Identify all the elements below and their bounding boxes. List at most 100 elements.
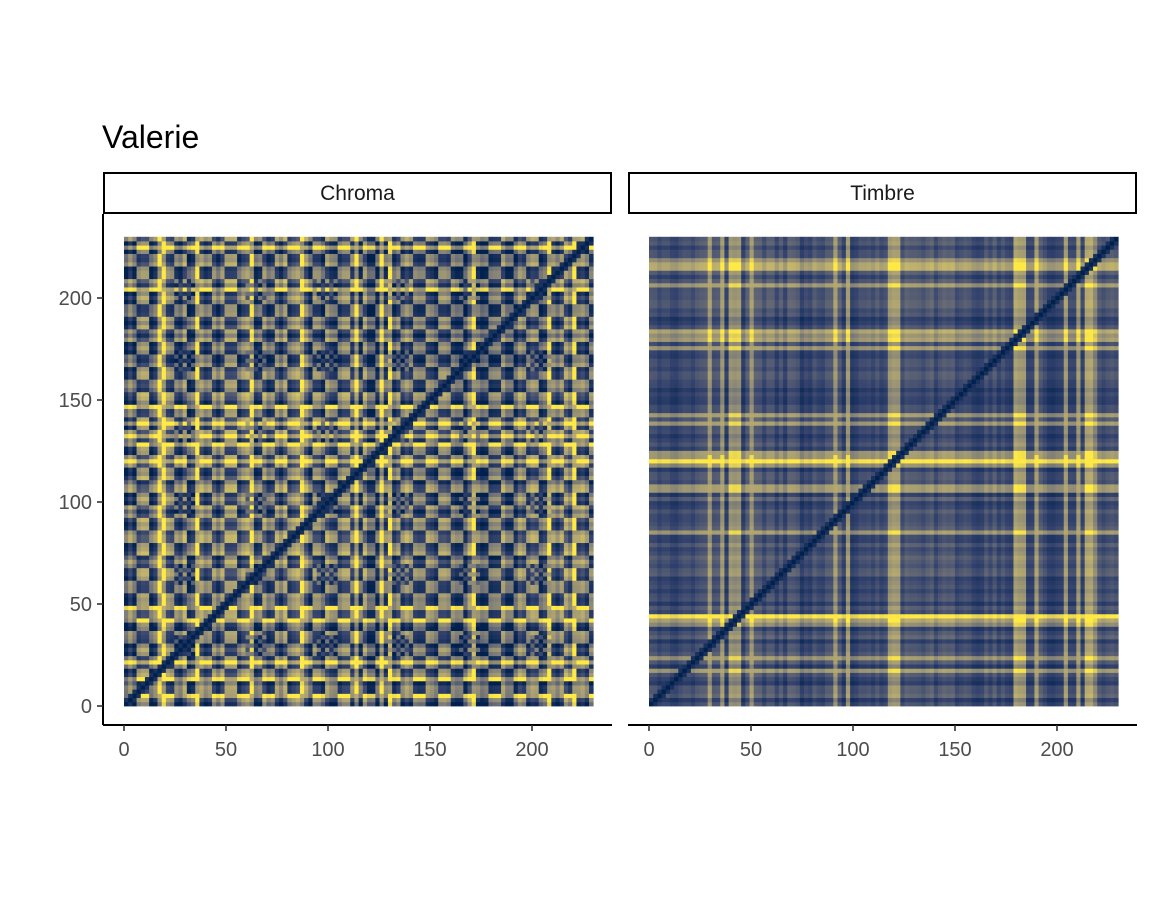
heatmap-cell [312, 668, 318, 673]
heatmap-cell [274, 551, 280, 556]
heatmap-cell [320, 638, 326, 644]
heatmap-cell [383, 551, 389, 556]
heatmap-cell [283, 622, 288, 627]
heatmap-cell [207, 551, 213, 556]
heatmap-cell [568, 559, 573, 564]
heatmap-cell [245, 685, 251, 690]
heatmap-cell [186, 630, 192, 636]
heatmap-cell [220, 601, 225, 606]
heatmap-cell [174, 638, 179, 644]
heatmap-cell [429, 689, 435, 694]
heatmap-cell [517, 638, 523, 644]
heatmap-cell [253, 517, 259, 523]
heatmap-cell [501, 609, 506, 615]
heatmap-cell [320, 668, 326, 673]
heatmap-cell [429, 701, 435, 707]
heatmap-cell [542, 618, 548, 623]
heatmap-cell [358, 538, 364, 544]
heatmap-cell [253, 693, 259, 699]
heatmap-cell [144, 634, 150, 640]
heatmap-cell [304, 630, 309, 636]
heatmap-cell [211, 685, 217, 690]
heatmap-cell [253, 697, 259, 703]
heatmap-cell [132, 597, 137, 602]
heatmap-cell [308, 651, 313, 657]
heatmap-cell [358, 668, 364, 673]
heatmap-cell [492, 605, 498, 611]
heatmap-cell [161, 555, 167, 560]
heatmap-cell [128, 676, 133, 682]
heatmap-cell [304, 559, 309, 564]
heatmap-cell [434, 622, 439, 627]
heatmap-cell [191, 601, 196, 606]
heatmap-cell [258, 672, 263, 678]
heatmap-cell [475, 680, 481, 686]
heatmap-cell [350, 530, 355, 535]
heatmap-cell [371, 685, 376, 690]
heatmap-cell [375, 701, 380, 707]
heatmap-cell [346, 588, 351, 594]
heatmap-cell [325, 647, 330, 652]
heatmap-cell [124, 672, 129, 678]
heatmap-cell [207, 592, 213, 598]
heatmap-cell [484, 685, 489, 690]
heatmap-cell [513, 597, 519, 602]
heatmap-cell [568, 672, 573, 678]
heatmap-cell [316, 685, 322, 690]
heatmap-cell [211, 680, 217, 686]
heatmap-cell [337, 592, 343, 598]
heatmap-cell [379, 555, 385, 560]
heatmap-cell [312, 613, 318, 619]
heatmap-cell [186, 551, 192, 556]
heatmap-cell [308, 672, 313, 678]
heatmap-cell [555, 588, 561, 594]
heatmap-cell [199, 592, 204, 598]
heatmap-cell [450, 584, 456, 590]
heatmap-cell [220, 584, 225, 590]
heatmap-cell [245, 525, 251, 531]
heatmap-cell [454, 701, 460, 707]
heatmap-cell [463, 609, 468, 615]
heatmap-cell [413, 613, 418, 619]
heatmap-cell [383, 647, 389, 652]
heatmap-cell [366, 697, 372, 703]
heatmap-cell [572, 525, 577, 531]
heatmap-cell [237, 651, 242, 657]
heatmap-cell [480, 534, 485, 539]
heatmap-cell [442, 534, 447, 539]
heatmap-cell [232, 571, 238, 577]
heatmap-cell [274, 609, 280, 615]
heatmap-cell [157, 534, 163, 539]
heatmap-cell [517, 601, 523, 606]
heatmap-cell [484, 676, 489, 682]
heatmap-cell [304, 638, 309, 644]
heatmap-cell [316, 563, 322, 569]
heatmap-cell [362, 521, 368, 527]
heatmap-cell [232, 592, 238, 598]
heatmap-cell [283, 651, 288, 657]
heatmap-cell [568, 534, 573, 539]
heatmap-cell [538, 668, 544, 673]
heatmap-cell [299, 647, 305, 652]
heatmap-cell [346, 618, 351, 623]
heatmap-cell [580, 659, 586, 665]
heatmap-cell [396, 597, 401, 602]
heatmap-cell [387, 521, 393, 527]
heatmap-cell [392, 546, 397, 552]
heatmap-cell [320, 630, 326, 636]
heatmap-cell [551, 685, 556, 690]
heatmap-cell [245, 697, 251, 703]
heatmap-cell [513, 525, 519, 531]
heatmap-cell [308, 597, 313, 602]
heatmap-cell [513, 538, 519, 544]
heatmap-cell [392, 664, 397, 669]
heatmap-cell [480, 571, 485, 577]
heatmap-cell [421, 580, 427, 585]
heatmap-cell [211, 525, 217, 531]
heatmap-cell [542, 672, 548, 678]
heatmap-cell [362, 534, 368, 539]
heatmap-cell [161, 689, 167, 694]
heatmap-cell [295, 668, 301, 673]
heatmap-cell [375, 676, 380, 682]
heatmap-cell [136, 546, 142, 552]
